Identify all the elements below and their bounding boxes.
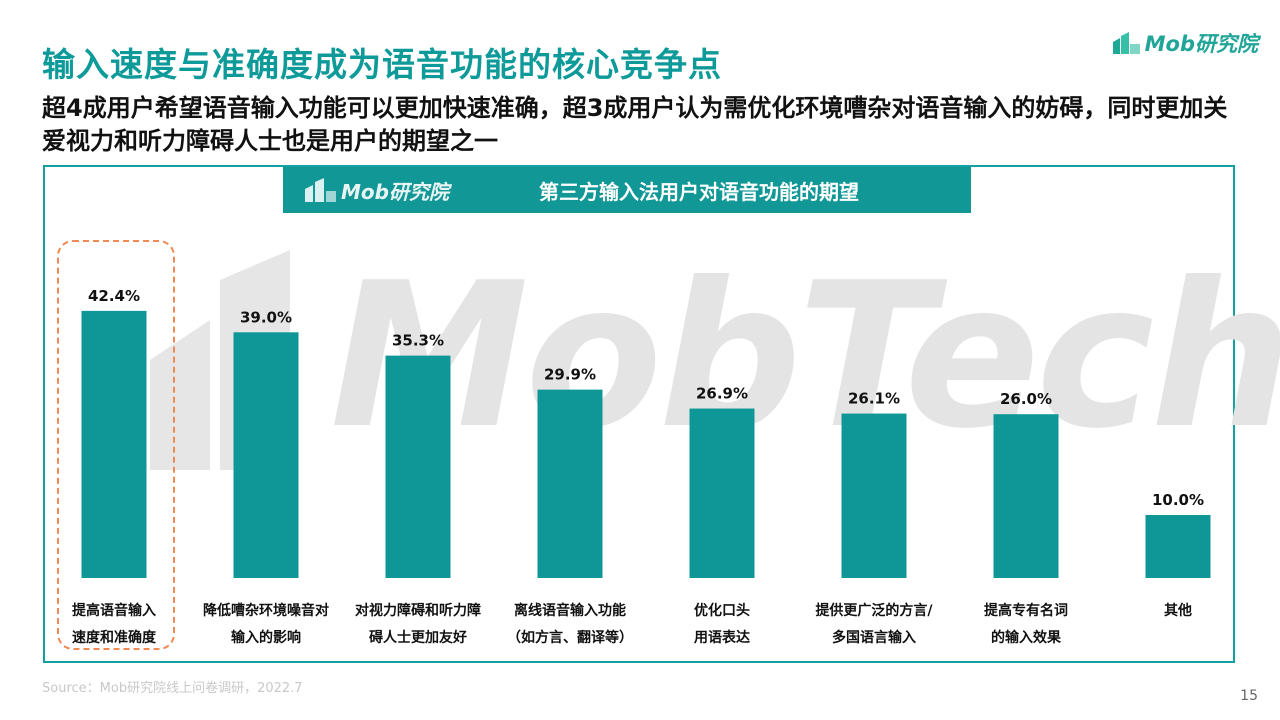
chart-header: Mob研究院 第三方输入法用户对语音功能的期望	[283, 167, 971, 213]
category-label-6-1: 的输入效果	[991, 629, 1062, 646]
category-label-0-0: 提高语音输入	[72, 602, 156, 619]
bar-4	[689, 408, 755, 578]
source-note: Source：Mob研究院线上问卷调研，2022.7	[42, 681, 303, 696]
bar-value-label-2: 35.3%	[392, 332, 444, 350]
bar-value-label-3: 29.9%	[544, 366, 596, 384]
brand-logo: Mob研究院	[1112, 28, 1258, 58]
category-label-2-0: 对视力障碍和听力障	[355, 602, 481, 619]
chart-panel	[43, 165, 1235, 663]
bar-value-label-4: 26.9%	[696, 385, 748, 403]
logo-text: Mob研究院	[1144, 32, 1258, 56]
highlight-box	[57, 240, 175, 650]
category-label-7-0: 其他	[1164, 602, 1192, 619]
bar-value-label-0: 42.4%	[88, 287, 140, 305]
page-title: 输入速度与准确度成为语音功能的核心竞争点	[42, 45, 722, 84]
category-label-0-1: 速度和准确度	[72, 629, 157, 646]
bar-value-label-7: 10.0%	[1152, 491, 1204, 509]
category-label-6-0: 提高专有名词	[984, 602, 1068, 619]
bar-value-label-1: 39.0%	[240, 308, 292, 326]
header-logo-text: Mob研究院	[341, 179, 449, 204]
bar-value-label-5: 26.1%	[848, 390, 900, 408]
category-label-3-0: 离线语音输入功能	[514, 602, 626, 619]
bar-6	[993, 414, 1059, 578]
bar-5	[841, 413, 907, 578]
category-label-1-1: 输入的影响	[231, 629, 301, 646]
header-logo-icon	[305, 178, 336, 202]
bar-1	[233, 332, 299, 578]
bar-7	[1145, 515, 1211, 578]
category-label-2-1: 碍人士更加友好	[369, 629, 467, 646]
bar-2	[385, 355, 451, 578]
page-number: 15	[1240, 688, 1258, 704]
bar-3	[537, 389, 603, 578]
category-label-4-0: 优化口头	[694, 602, 750, 619]
category-label-5-0: 提供更广泛的方言/	[815, 602, 933, 619]
category-label-4-1: 用语表达	[694, 629, 750, 646]
bar-0	[81, 310, 147, 578]
bar-value-label-6: 26.0%	[1000, 390, 1052, 408]
logo-icon	[1112, 32, 1140, 54]
chart-header-logo: Mob研究院	[305, 176, 535, 205]
category-label-1-0: 降低嘈杂环境噪音对	[203, 602, 329, 619]
page-subtitle: 超4成用户希望语音输入功能可以更加快速准确，超3成用户认为需优化环境嘈杂对语音输…	[42, 94, 1228, 155]
category-label-3-1: （如方言、翻译等）	[507, 629, 633, 646]
category-label-5-1: 多国语言输入	[832, 629, 916, 646]
chart-title: 第三方输入法用户对语音功能的期望	[539, 179, 859, 204]
